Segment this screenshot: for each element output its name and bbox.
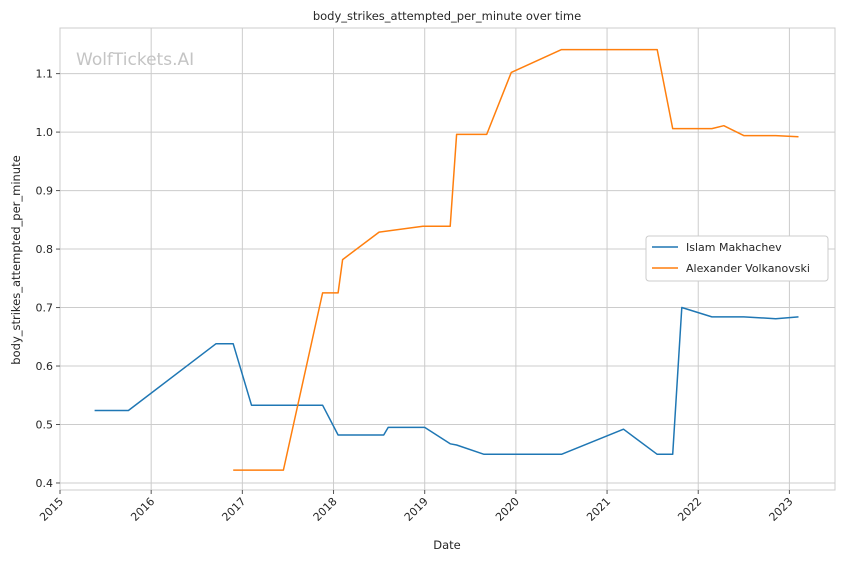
legend: Islam Makhachev Alexander Volkanovski: [645, 235, 829, 282]
y-axis-ticks: 0.4 0.5 0.6 0.7 0.8 0.9 1.0 1.1: [36, 68, 60, 490]
plot-frame: [59, 27, 836, 491]
y-tick-label: 0.9: [36, 185, 54, 198]
watermark-text: WolfTickets.AI: [76, 50, 194, 70]
y-tick-label: 0.5: [36, 419, 54, 432]
y-axis-title: body_strikes_attempted_per_minute: [9, 155, 23, 364]
series-line-alexander-volkanovski: [233, 48, 799, 471]
y-tick-label: 0.7: [36, 302, 54, 315]
y-tick-label: 0.4: [36, 477, 54, 490]
chart-title: body_strikes_attempted_per_minute over t…: [313, 9, 581, 23]
y-tick-label: 1.0: [36, 126, 54, 139]
series-line-islam-makhachev: [94, 306, 799, 456]
legend-box: [645, 235, 829, 282]
grid: [59, 28, 835, 490]
legend-label-alexander-volkanovski: Alexander Volkanovski: [686, 262, 810, 275]
y-tick-label: 1.1: [36, 68, 54, 81]
y-tick-label: 0.8: [36, 243, 54, 256]
series-lines: [94, 48, 799, 471]
legend-label-islam-makhachev: Islam Makhachev: [686, 241, 782, 254]
x-axis-title: Date: [433, 538, 461, 552]
y-tick-label: 0.6: [36, 360, 54, 373]
